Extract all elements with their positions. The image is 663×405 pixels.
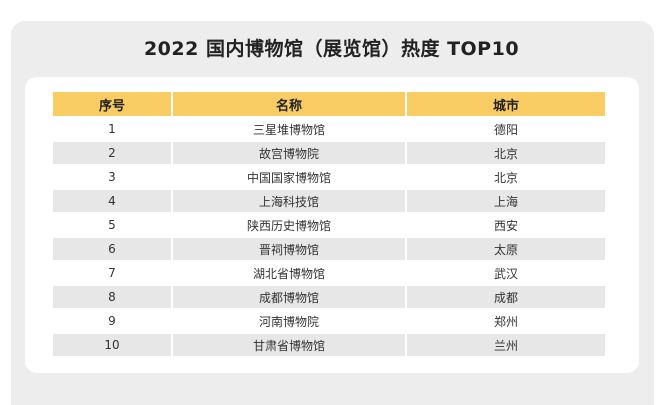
city-cell: 太原 — [405, 238, 605, 260]
table-row: 8 成都博物馆 成都 — [53, 286, 605, 308]
museum-name-cell: 上海科技馆 — [171, 190, 405, 212]
rank-cell: 7 — [53, 262, 171, 284]
table-row: 6 晋祠博物馆 太原 — [53, 238, 605, 260]
city-cell: 德阳 — [405, 118, 605, 140]
rank-cell: 8 — [53, 286, 171, 308]
table-row: 10 甘肃省博物馆 兰州 — [53, 334, 605, 356]
city-cell: 北京 — [405, 166, 605, 188]
rank-cell: 2 — [53, 142, 171, 164]
city-cell: 成都 — [405, 286, 605, 308]
table-row: 2 故宫博物院 北京 — [53, 142, 605, 164]
city-cell: 武汉 — [405, 262, 605, 284]
rank-cell: 1 — [53, 118, 171, 140]
table-row: 1 三星堆博物馆 德阳 — [53, 118, 605, 140]
city-cell: 上海 — [405, 190, 605, 212]
museum-name-cell: 陕西历史博物馆 — [171, 214, 405, 236]
museum-name-cell: 三星堆博物馆 — [171, 118, 405, 140]
museum-name-cell: 湖北省博物馆 — [171, 262, 405, 284]
header-rank: 序号 — [53, 92, 171, 116]
header-name: 名称 — [171, 92, 405, 116]
table-row: 9 河南博物院 郑州 — [53, 310, 605, 332]
rank-cell: 6 — [53, 238, 171, 260]
page-title: 2022 国内博物馆（展览馆）热度 TOP10 — [143, 38, 520, 60]
city-cell: 兰州 — [405, 334, 605, 356]
city-cell: 西安 — [405, 214, 605, 236]
rank-cell: 5 — [53, 214, 171, 236]
table-header-row: 序号 名称 城市 — [53, 92, 605, 116]
rank-cell: 3 — [53, 166, 171, 188]
rank-cell: 4 — [53, 190, 171, 212]
city-cell: 郑州 — [405, 310, 605, 332]
rank-cell: 10 — [53, 334, 171, 356]
museum-name-cell: 中国国家博物馆 — [171, 166, 405, 188]
header-city: 城市 — [405, 92, 605, 116]
museum-name-cell: 晋祠博物馆 — [171, 238, 405, 260]
table-row: 4 上海科技馆 上海 — [53, 190, 605, 212]
city-cell: 北京 — [405, 142, 605, 164]
museum-name-cell: 河南博物院 — [171, 310, 405, 332]
table-row: 3 中国国家博物馆 北京 — [53, 166, 605, 188]
museum-name-cell: 成都博物馆 — [171, 286, 405, 308]
table-row: 7 湖北省博物馆 武汉 — [53, 262, 605, 284]
rank-cell: 9 — [53, 310, 171, 332]
ranking-table: 序号 名称 城市 1 三星堆博物馆 德阳 2 故宫博物院 北京 3 中国国家博物… — [53, 90, 605, 358]
table-row: 5 陕西历史博物馆 西安 — [53, 214, 605, 236]
museum-name-cell: 甘肃省博物馆 — [171, 334, 405, 356]
museum-name-cell: 故宫博物院 — [171, 142, 405, 164]
